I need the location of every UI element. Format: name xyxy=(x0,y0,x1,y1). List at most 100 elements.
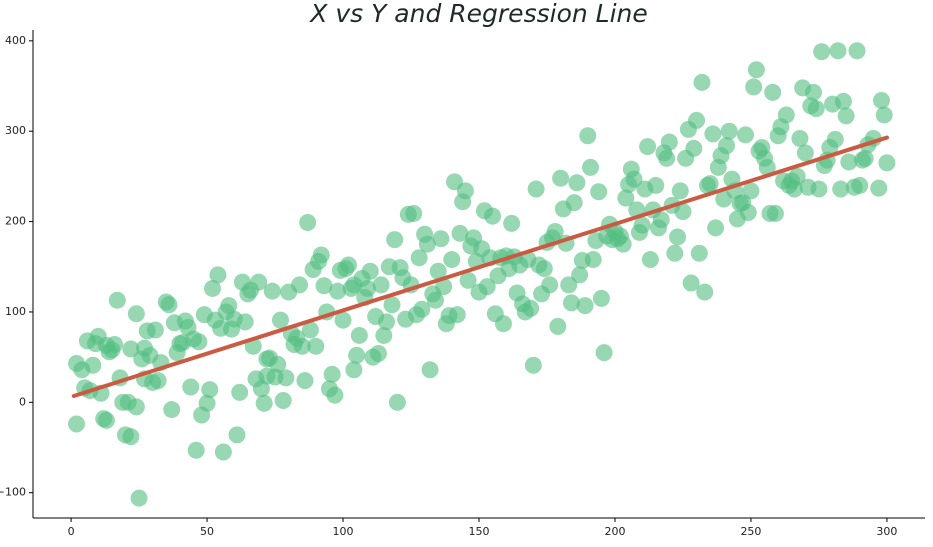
point xyxy=(739,204,757,222)
point xyxy=(669,228,687,246)
point xyxy=(658,149,676,167)
y-tick-label: −100 xyxy=(0,486,26,499)
point xyxy=(372,276,390,294)
point xyxy=(633,216,651,234)
point xyxy=(549,317,567,335)
point xyxy=(448,306,466,324)
point xyxy=(796,144,814,162)
point xyxy=(435,278,453,296)
point xyxy=(826,130,844,148)
point xyxy=(813,43,831,61)
point xyxy=(378,313,396,331)
x-tick-label: 250 xyxy=(740,525,761,538)
point xyxy=(122,428,140,446)
point xyxy=(426,291,444,309)
point xyxy=(840,153,858,171)
point xyxy=(301,321,319,339)
y-tick-label: 0 xyxy=(19,395,26,408)
point xyxy=(595,344,613,362)
point xyxy=(579,127,597,145)
point xyxy=(641,251,659,269)
point xyxy=(625,170,643,188)
point xyxy=(383,296,401,314)
point xyxy=(187,441,205,459)
point xyxy=(106,335,124,353)
point xyxy=(413,300,431,318)
point xyxy=(571,266,589,284)
point xyxy=(660,133,678,151)
point xyxy=(696,283,714,301)
point xyxy=(807,100,825,118)
point xyxy=(764,83,782,101)
point xyxy=(693,73,711,91)
point xyxy=(647,176,665,194)
point xyxy=(766,204,784,222)
point xyxy=(524,356,542,374)
point xyxy=(592,289,610,307)
point xyxy=(146,321,164,339)
point xyxy=(127,305,145,323)
point xyxy=(190,333,208,351)
point xyxy=(220,297,238,315)
point xyxy=(459,271,477,289)
point xyxy=(277,369,295,387)
point xyxy=(348,346,366,364)
point xyxy=(745,78,763,96)
point xyxy=(149,372,167,390)
point xyxy=(293,337,311,355)
point xyxy=(568,174,586,192)
point xyxy=(127,398,145,416)
point xyxy=(720,122,738,140)
point xyxy=(443,251,461,269)
point xyxy=(535,260,553,278)
point xyxy=(198,394,216,412)
y-tick-label: 100 xyxy=(5,305,26,318)
point xyxy=(271,311,289,329)
point xyxy=(429,262,447,280)
point xyxy=(788,167,806,185)
point xyxy=(250,273,268,291)
point xyxy=(108,291,126,309)
point xyxy=(856,149,874,167)
point xyxy=(870,179,888,197)
point xyxy=(484,207,502,225)
point xyxy=(671,182,689,200)
point xyxy=(704,125,722,143)
point xyxy=(617,189,635,207)
point xyxy=(478,278,496,296)
point xyxy=(576,297,594,315)
point xyxy=(326,386,344,404)
point xyxy=(236,313,254,331)
point xyxy=(296,372,314,390)
x-tick-label: 200 xyxy=(604,525,625,538)
point xyxy=(345,361,363,379)
point xyxy=(742,182,760,200)
point xyxy=(685,139,703,157)
point xyxy=(674,203,692,221)
point xyxy=(522,299,540,317)
point xyxy=(810,180,828,198)
point xyxy=(682,274,700,292)
point xyxy=(503,214,521,232)
point xyxy=(552,169,570,187)
point xyxy=(263,282,281,300)
point xyxy=(584,251,602,269)
point xyxy=(421,361,439,379)
point xyxy=(274,392,292,410)
point xyxy=(872,91,890,109)
x-tick-label: 150 xyxy=(469,525,490,538)
point xyxy=(201,381,219,399)
point xyxy=(299,213,317,231)
point xyxy=(639,138,657,156)
y-tick-label: 200 xyxy=(5,215,26,228)
point xyxy=(878,154,896,172)
point xyxy=(214,443,232,461)
point xyxy=(717,137,735,155)
point xyxy=(122,340,140,358)
regression-line xyxy=(71,135,889,398)
point xyxy=(97,411,115,429)
y-tick-label: 400 xyxy=(5,34,26,47)
point xyxy=(565,194,583,212)
point xyxy=(339,256,357,274)
